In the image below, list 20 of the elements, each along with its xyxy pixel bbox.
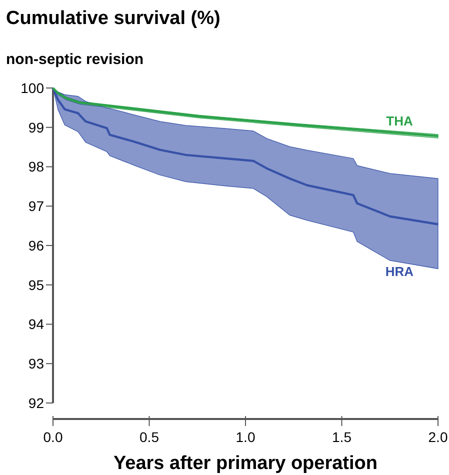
y-tick-label: 96 bbox=[28, 237, 44, 254]
y-tick-label: 92 bbox=[28, 394, 44, 411]
line-series bbox=[52, 86, 440, 226]
chart-title: Cumulative survival (%) bbox=[6, 8, 220, 29]
x-tick-label: 2.0 bbox=[428, 429, 448, 445]
x-tick-label: 1.5 bbox=[332, 429, 352, 445]
y-tick-label: 93 bbox=[28, 356, 44, 372]
x-axis-title: Years after primary operation bbox=[114, 453, 378, 474]
x-tick-label: 1.0 bbox=[236, 429, 256, 445]
y-tick-label: 99 bbox=[28, 119, 44, 136]
y-tick-label: 97 bbox=[28, 198, 44, 214]
chart-subtitle: non-septic revision bbox=[6, 51, 144, 68]
x-tick-label: 0.0 bbox=[43, 429, 63, 445]
x-tick-label: 0.5 bbox=[140, 429, 160, 445]
text: HRA bbox=[385, 264, 414, 280]
y-tick-label: 94 bbox=[28, 316, 44, 332]
y-tick-label: 98 bbox=[28, 158, 44, 175]
y-tick-label: 95 bbox=[28, 276, 44, 293]
series-label: THA bbox=[386, 114, 414, 129]
y-tick-label: 100 bbox=[20, 80, 44, 96]
